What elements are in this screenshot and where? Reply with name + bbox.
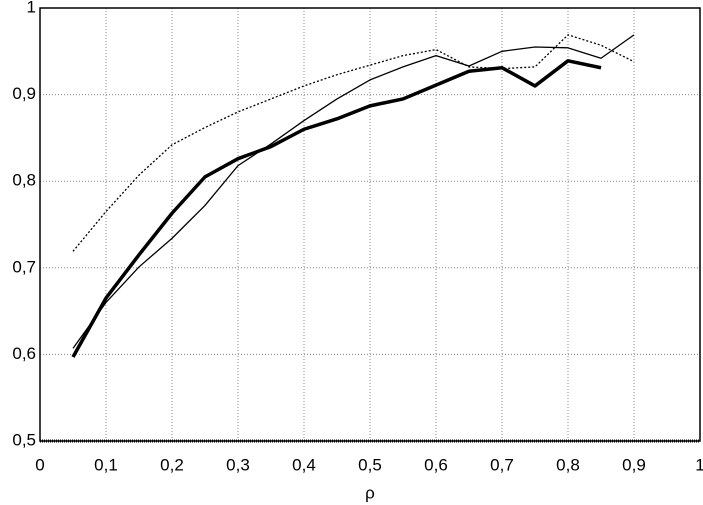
x-tick-label: 0,2 [160,455,184,474]
x-tick-label: 0,3 [226,455,250,474]
series-line [71,59,602,358]
x-tick-label: 0,8 [556,455,580,474]
series-line [72,34,635,252]
x-tick-label: 0 [35,455,44,474]
x-tick-label: 0,5 [358,455,382,474]
y-tick-label: 0,9 [12,84,36,103]
series-line [72,34,635,349]
x-tick-label: 0,1 [94,455,118,474]
x-tick-label: 0,6 [424,455,448,474]
y-tick-label: 1 [27,0,36,16]
y-tick-label: 0,8 [12,171,36,190]
x-tick-label: 0,4 [292,455,316,474]
x-tick-label: 0,7 [490,455,514,474]
y-tick-label: 0,5 [12,430,36,449]
x-axis-label: ρ [365,483,375,502]
y-tick-label: 0,7 [12,257,36,276]
x-tick-label: 1 [695,455,703,474]
y-tick-label: 0,6 [12,344,36,363]
x-tick-label: 0,9 [622,455,646,474]
